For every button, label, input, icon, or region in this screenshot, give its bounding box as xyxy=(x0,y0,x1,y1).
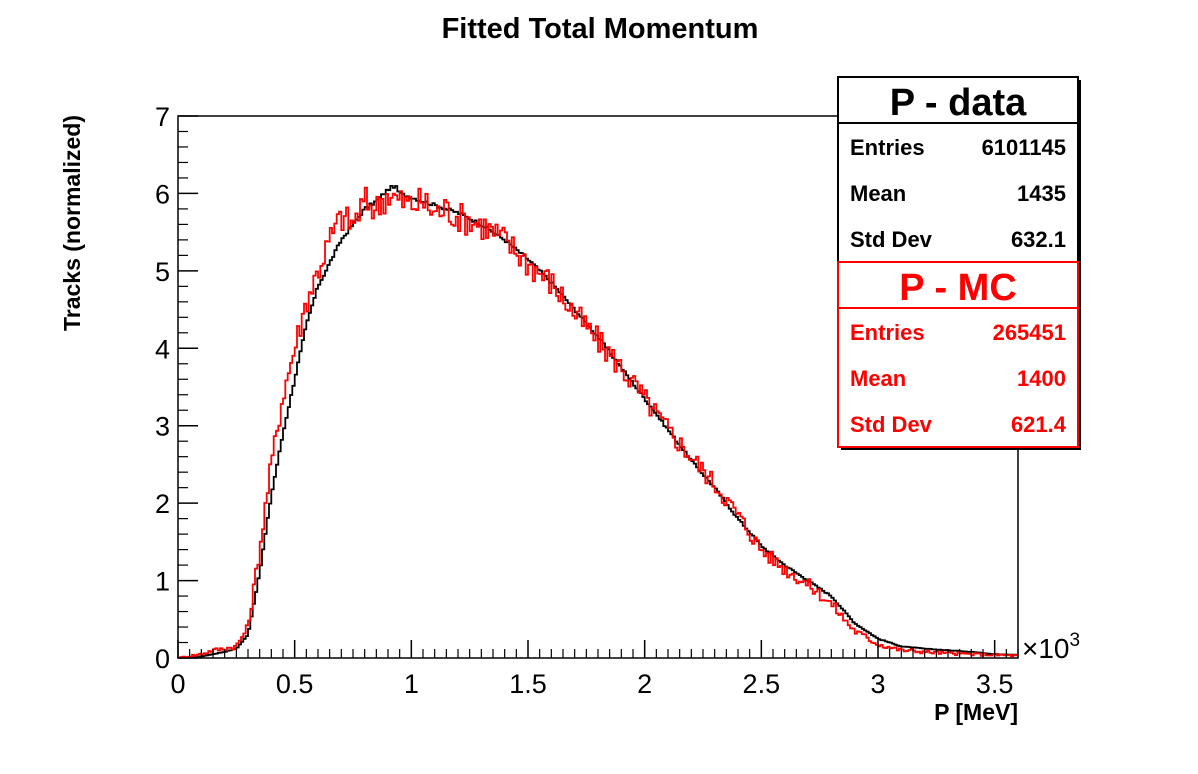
stats-row-value: 265451 xyxy=(993,320,1066,345)
stats-row-value: 6101145 xyxy=(982,135,1066,160)
stats-box-data-title: P - data xyxy=(890,82,1027,124)
x-axis-label: P [MeV] xyxy=(934,699,1018,725)
stats-box-data xyxy=(837,76,1079,263)
stats-row-label: Mean xyxy=(850,181,906,206)
stats-box-mc-title: P - MC xyxy=(899,267,1017,309)
y-tick-label: 4 xyxy=(155,334,170,364)
stats-row-label: Std Dev xyxy=(850,412,933,437)
series-line-2 xyxy=(178,186,1018,659)
stats-row-value: 621.4 xyxy=(1011,412,1067,437)
x-tick-label: 2.5 xyxy=(743,669,781,699)
stats-layer: P - data Entries 6101145 Mean 1435 Std Dev 632… xyxy=(837,76,1081,450)
y-axis-label: Tracks (normalized) xyxy=(59,115,85,331)
x-axis-multiplier: ×103 xyxy=(1022,630,1080,664)
stats-row-value: 1435 xyxy=(1017,181,1066,206)
series-layer xyxy=(177,185,1018,659)
y-tick-label: 1 xyxy=(155,567,170,597)
x-tick-label: 1.5 xyxy=(509,669,547,699)
x-tick-label: 2 xyxy=(637,669,652,699)
y-tick-label: 5 xyxy=(155,257,170,287)
chart-title: Fitted Total Momentum xyxy=(442,13,759,45)
stats-row-label: Entries xyxy=(850,135,925,160)
stats-row-value: 632.1 xyxy=(1011,227,1066,252)
x-tick-label: 0 xyxy=(170,669,185,699)
y-tick-label: 7 xyxy=(155,102,170,132)
x-tick-label: 0.5 xyxy=(276,669,314,699)
stats-row-value: 1400 xyxy=(1017,366,1066,391)
x-tick-label: 1 xyxy=(404,669,419,699)
y-tick-label: 0 xyxy=(155,644,170,674)
y-tick-label: 2 xyxy=(155,489,170,519)
stats-row-label: Entries xyxy=(850,320,925,345)
x-tick-label: 3.5 xyxy=(976,669,1014,699)
y-tick-label: 6 xyxy=(155,179,170,209)
stats-row-label: Std Dev xyxy=(850,227,933,252)
stats-row-label: Mean xyxy=(850,366,906,391)
x-tick-label: 3 xyxy=(870,669,885,699)
x-axis-multiplier-exponent: 3 xyxy=(1070,630,1081,651)
axes-layer: 0 0.5 1 1.5 2 2.5 3 3.5 0 1 2 3 4 5 6 7 xyxy=(155,102,1019,699)
stats-box-mc xyxy=(837,261,1079,448)
y-tick-label: 3 xyxy=(155,412,170,442)
